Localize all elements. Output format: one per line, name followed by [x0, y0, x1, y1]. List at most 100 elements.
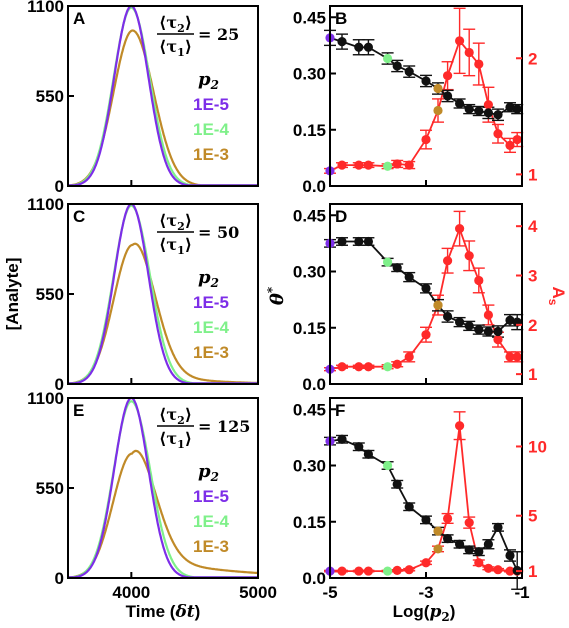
- y-left-tick-label: 0.30: [293, 457, 326, 476]
- y-right-tick-label: 1: [528, 562, 537, 581]
- as-point: [443, 256, 453, 266]
- legend-entry-1E-3: 1E-3: [193, 145, 229, 164]
- theta-point: [493, 522, 503, 532]
- left-x-axis-end: ): [195, 602, 201, 621]
- theta-point: [392, 61, 402, 71]
- ratio-annotation: ⟨τ2⟩⟨τ1⟩ = 125: [157, 405, 250, 451]
- theta-axis-sup: *: [265, 286, 279, 293]
- x-tick-label: -5: [322, 583, 337, 602]
- theta-point: [474, 325, 484, 335]
- legend-entry-1E-4: 1E-4: [193, 120, 229, 139]
- as-point: [512, 134, 522, 145]
- ratio-den-sub: 1: [177, 244, 185, 257]
- theta-line: [329, 438, 519, 571]
- theta-point: [433, 83, 443, 94]
- x-tick-label: -3: [418, 583, 433, 602]
- as-point: [493, 129, 503, 139]
- y-left-tick-label: 0.15: [293, 319, 326, 338]
- y-right-tick-label: 3: [528, 267, 537, 286]
- plot-frame: [329, 397, 523, 579]
- y-right-tick-label: 2: [528, 49, 537, 68]
- right-x-axis-title: Log(p2): [393, 602, 456, 624]
- ratio-numerator: ⟨τ2⟩: [159, 211, 192, 233]
- ratio-value: = 125: [198, 417, 250, 436]
- as-point: [337, 566, 347, 576]
- theta-point: [493, 110, 503, 120]
- y-tick-label: 550: [36, 479, 64, 498]
- theta-point: [404, 272, 414, 282]
- ratio-num-end: ⟩: [185, 13, 192, 32]
- as-point: [474, 558, 484, 568]
- plot-frame: [329, 203, 523, 385]
- as-line: [329, 226, 518, 371]
- legend-entry-1E-5: 1E-5: [193, 95, 229, 114]
- legend-title-sub: 2: [210, 470, 219, 484]
- as-point: [505, 566, 515, 576]
- as-point: [455, 36, 465, 46]
- theta-point: [363, 236, 373, 247]
- theta-point: [354, 42, 364, 52]
- as-point: [392, 565, 402, 575]
- as-point: [483, 563, 493, 573]
- y-left-tick-label: 0.15: [293, 121, 326, 140]
- as-point: [421, 558, 431, 568]
- legend-title-sub: 2: [210, 78, 219, 92]
- x-tick-label: 4000: [112, 583, 150, 602]
- theta-point: [421, 76, 431, 86]
- legend-entry-1E-5: 1E-5: [193, 487, 229, 506]
- as-point: [433, 105, 443, 116]
- legend-entry-1E-3: 1E-3: [193, 343, 229, 362]
- legend-title-sub: 2: [210, 276, 219, 290]
- ratio-denominator: ⟨τ1⟩: [159, 37, 192, 59]
- theta-point: [383, 257, 393, 267]
- legend-entry-1E-5: 1E-5: [193, 293, 229, 312]
- as-point: [363, 160, 373, 170]
- theta-point: [433, 300, 443, 310]
- y-right-tick-label: 4: [528, 217, 538, 236]
- theta-point: [505, 315, 515, 325]
- theta-point: [474, 106, 484, 116]
- theta-point: [383, 53, 393, 64]
- panel-letter: C: [73, 207, 85, 226]
- ratio-denominator: ⟨τ1⟩: [159, 429, 192, 451]
- as-axis-title: As: [546, 287, 568, 306]
- y-tick-label: 0: [55, 569, 64, 588]
- ratio-den-end: ⟩: [185, 429, 192, 448]
- y-tick-label: 0: [55, 177, 64, 196]
- ratio-num-sub: 2: [177, 22, 185, 35]
- theta-point: [363, 449, 373, 459]
- theta-point: [483, 108, 493, 118]
- theta-point: [354, 442, 364, 452]
- ratio-den-sub: 1: [177, 46, 185, 59]
- as-point: [337, 160, 347, 170]
- theta-point: [404, 67, 414, 77]
- as-point: [443, 513, 453, 524]
- y-left-tick-label: 0.0: [302, 177, 326, 196]
- y-tick-label: 1100: [27, 389, 64, 408]
- y-right-tick-label: 5: [528, 507, 537, 526]
- as-point: [354, 362, 364, 372]
- theta-point: [512, 104, 522, 114]
- theta-point: [464, 321, 474, 331]
- left-x-axis-title: Time (δt): [126, 602, 201, 622]
- as-point: [383, 566, 393, 576]
- theta-point: [337, 37, 347, 47]
- theta-point: [363, 42, 373, 52]
- theta-point: [354, 236, 364, 247]
- as-point: [354, 160, 364, 170]
- theta-point: [474, 547, 484, 557]
- legend-title: p2: [198, 461, 219, 484]
- as-axis-sub: s: [546, 299, 560, 306]
- theta-point: [337, 236, 347, 247]
- ratio-denominator: ⟨τ1⟩: [159, 235, 192, 257]
- y-tick-label: 0: [55, 375, 64, 394]
- theta-point: [505, 550, 515, 561]
- theta-point: [455, 98, 465, 109]
- y-tick-label: 1100: [27, 195, 64, 214]
- theta-axis-title: θ*: [265, 286, 288, 305]
- y-tick-label: 550: [36, 285, 64, 304]
- as-point: [493, 565, 503, 575]
- panel-letter: B: [335, 9, 347, 28]
- as-point: [421, 330, 431, 340]
- theta-point: [433, 526, 443, 536]
